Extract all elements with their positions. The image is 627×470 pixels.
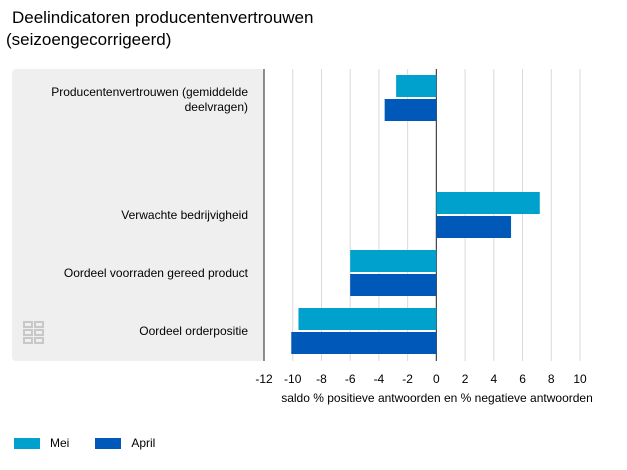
x-tick-label: -6 xyxy=(345,372,356,386)
bar-april-3 xyxy=(291,332,437,354)
legend-swatch xyxy=(95,437,122,449)
x-tick-label: -10 xyxy=(284,372,302,386)
x-tick-label: -8 xyxy=(316,372,327,386)
category-label: Oordeel orderpositie xyxy=(139,324,248,338)
bar-mei-3 xyxy=(298,308,437,330)
category-label: deelvragen) xyxy=(185,100,248,114)
x-tick-label: -2 xyxy=(402,372,413,386)
chart-title: Deelindicatoren producentenvertrouwen (s… xyxy=(6,7,606,51)
bar-mei-2 xyxy=(350,250,437,272)
logo-block xyxy=(23,337,33,344)
category-label: Producentenvertrouwen (gemiddelde xyxy=(51,85,248,99)
chart-title-line-1: Deelindicatoren producentenvertrouwen xyxy=(12,8,314,27)
legend-item-mei: Mei xyxy=(14,436,69,450)
x-tick-label: 4 xyxy=(490,372,497,386)
x-tick-label: 0 xyxy=(433,372,440,386)
logo-block xyxy=(23,321,33,328)
bar-april-0 xyxy=(384,99,437,121)
bar-mei-0 xyxy=(396,75,437,97)
bar-april-2 xyxy=(350,274,437,296)
x-tick-label: 2 xyxy=(462,372,469,386)
x-tick-label: -4 xyxy=(374,372,385,386)
x-tick-label: -12 xyxy=(255,372,273,386)
legend-label: Mei xyxy=(50,436,70,450)
category-label: Oordeel voorraden gereed product xyxy=(64,266,249,280)
bar-april-1 xyxy=(436,216,512,238)
legend-swatch xyxy=(14,437,40,449)
x-axis-label: saldo % positieve antwoorden en % negati… xyxy=(281,391,593,405)
logo-block xyxy=(34,321,44,328)
category-label: Verwachte bedrijvigheid xyxy=(121,208,248,222)
logo-block xyxy=(34,329,44,336)
bar-mei-1 xyxy=(436,192,540,214)
legend: Mei April xyxy=(14,436,181,450)
category-label-panel xyxy=(12,69,264,361)
x-tick-label: 10 xyxy=(573,372,587,386)
logo-block xyxy=(34,337,44,344)
cbs-logo-icon xyxy=(23,321,44,344)
chart-title-line-2: (seizoengecorrigeerd) xyxy=(6,30,172,49)
legend-item-april: April xyxy=(95,436,155,450)
x-tick-label: 8 xyxy=(548,372,555,386)
x-tick-label: 6 xyxy=(519,372,526,386)
logo-block xyxy=(23,329,33,336)
legend-label: April xyxy=(131,436,156,450)
